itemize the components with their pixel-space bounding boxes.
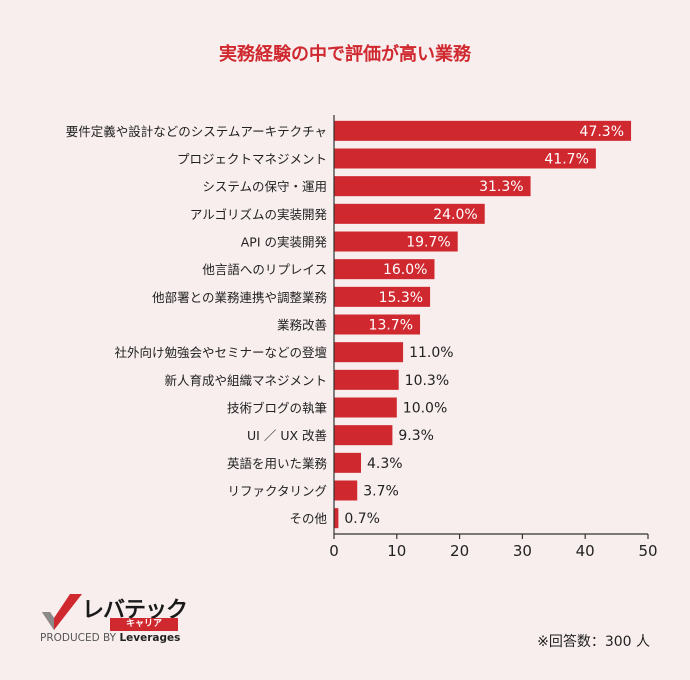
data-label: 13.7% — [369, 318, 413, 334]
category-label: 要件定義や設計などのシステムアーキテクチャ — [66, 124, 327, 139]
bar — [334, 231, 458, 252]
category-label: プロジェクトマネジメント — [177, 152, 327, 167]
category-label: 業務改善 — [277, 318, 327, 333]
chart-title: 実務経験の中で評価が高い業務 — [219, 44, 471, 65]
bar — [334, 203, 485, 224]
data-label: 15.3% — [379, 290, 423, 306]
bar — [334, 286, 431, 307]
data-label: 47.3% — [580, 124, 624, 140]
x-tick-label: 50 — [638, 542, 657, 560]
data-label: 10.3% — [405, 373, 449, 389]
x-tick-label: 10 — [387, 542, 406, 560]
data-label: 3.7% — [363, 484, 399, 500]
bar — [334, 508, 339, 529]
logo-mark-icon — [42, 594, 82, 630]
data-label: 19.7% — [406, 235, 450, 251]
x-tick-label: 0 — [329, 542, 339, 560]
bar — [334, 369, 399, 390]
bar — [334, 425, 393, 446]
data-label: 0.7% — [344, 511, 380, 527]
category-label: システムの保守・運用 — [202, 179, 327, 194]
data-label: 31.3% — [479, 179, 523, 195]
category-label: 新人育成や組織マネジメント — [164, 373, 327, 388]
category-label: API の実装開発 — [241, 235, 328, 250]
bar — [334, 148, 596, 169]
data-label: 16.0% — [383, 262, 427, 278]
category-label: 他部署との業務連携や調整業務 — [152, 290, 327, 305]
bar — [334, 342, 404, 363]
bar — [334, 176, 531, 197]
levtech-logo: レバテック キャリア PRODUCED BY Leverages — [40, 590, 200, 650]
bar — [334, 397, 397, 418]
category-label: 他言語へのリプレイス — [202, 262, 327, 277]
category-label: 英語を用いた業務 — [227, 456, 328, 471]
category-label: UI ／ UX 改善 — [247, 428, 327, 443]
respondent-note: ※回答数：300 人 — [537, 634, 650, 650]
data-label: 10.0% — [403, 401, 447, 417]
category-label: 技術ブログの執筆 — [227, 401, 327, 416]
category-label: 社外向け勉強会やセミナーなどの登壇 — [114, 345, 327, 360]
bar — [334, 452, 362, 473]
brand-name: Leverages — [119, 632, 181, 644]
category-label: リファクタリング — [227, 484, 327, 499]
bar — [334, 314, 421, 335]
category-label: アルゴリズムの実装開発 — [190, 207, 328, 222]
x-tick-label: 30 — [513, 542, 532, 560]
data-label: 11.0% — [409, 345, 453, 361]
bar — [334, 480, 358, 501]
bar — [334, 120, 632, 141]
data-label: 24.0% — [433, 207, 477, 223]
data-label: 4.3% — [367, 456, 403, 472]
data-label: 9.3% — [398, 428, 434, 444]
category-label: その他 — [289, 511, 327, 526]
bar — [334, 259, 435, 280]
x-tick-label: 20 — [450, 542, 469, 560]
x-tick-label: 40 — [576, 542, 595, 560]
bar-chart: 要件定義や設計などのシステムアーキテクチャ 47.3% プロジェクトマネジメント 41… — [66, 115, 658, 560]
produced-by: PRODUCED BY Leverages — [40, 632, 181, 644]
data-label: 41.7% — [544, 152, 588, 168]
logo-subtext: キャリア — [110, 618, 178, 631]
